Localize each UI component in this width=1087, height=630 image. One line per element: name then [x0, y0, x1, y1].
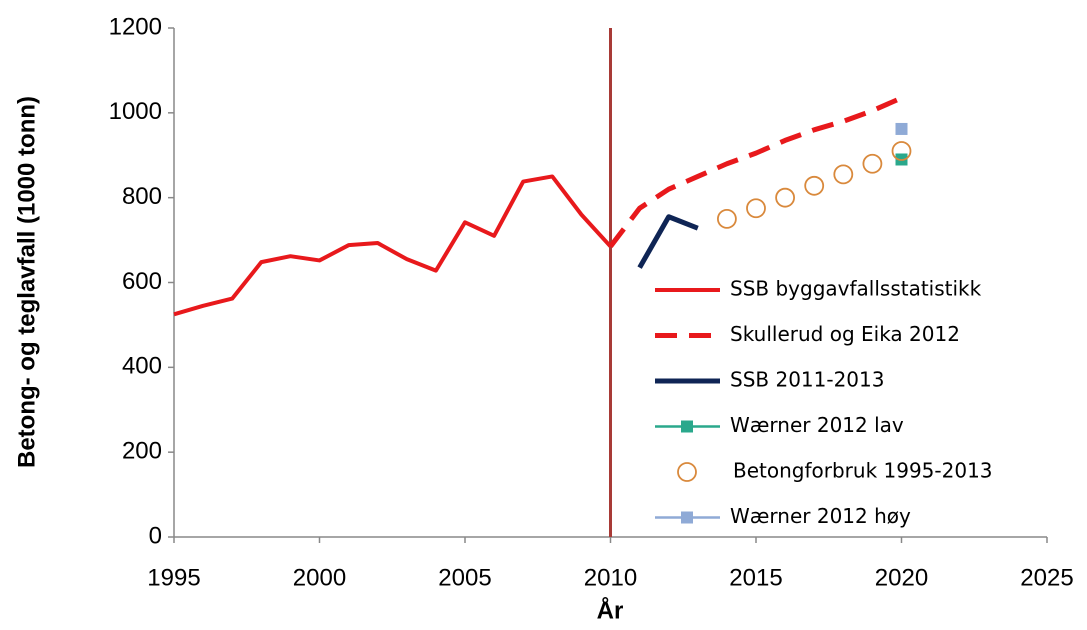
- legend-label: Wærner 2012 høy: [730, 504, 911, 528]
- x-tick-label: 2015: [729, 564, 782, 591]
- y-tick-label: 200: [122, 438, 162, 465]
- legend-label: Wærner 2012 lav: [730, 413, 904, 437]
- series-line: [608, 95, 903, 248]
- x-tick-label: 2010: [584, 564, 637, 591]
- point: [891, 141, 912, 161]
- point: [775, 187, 795, 208]
- x-tick-label: 2020: [875, 564, 928, 591]
- legend-label: Betongforbruk 1995-2013: [733, 459, 993, 483]
- x-tick-label: 2005: [438, 564, 491, 591]
- x-tick-label: 1995: [147, 564, 200, 591]
- legend-marker: [681, 511, 693, 524]
- x-tick-label: 2025: [1020, 564, 1073, 591]
- y-tick-label: 800: [122, 183, 162, 210]
- point: [746, 198, 766, 219]
- y-tick-label: 1200: [109, 13, 162, 40]
- legend-label: Skullerud og Eika 2012: [730, 322, 960, 346]
- point: [895, 122, 908, 135]
- x-axis-title: År: [597, 596, 624, 624]
- y-tick-label: 600: [122, 268, 162, 295]
- legend-label: SSB 2011-2013: [730, 368, 884, 392]
- point: [862, 153, 883, 174]
- point: [804, 175, 825, 196]
- y-axis-title: Betong- og teglavfall (1000 tonn): [13, 96, 40, 468]
- y-tick-label: 0: [149, 522, 162, 549]
- point: [833, 164, 854, 185]
- y-tick-label: 400: [122, 353, 162, 380]
- legend-marker: [677, 462, 697, 482]
- series-line: [637, 214, 699, 269]
- series-line: [173, 174, 612, 317]
- y-tick-label: 1000: [109, 98, 162, 125]
- legend-label: SSB byggavfallsstatistikk: [730, 277, 982, 301]
- point: [717, 208, 737, 229]
- x-tick-label: 2000: [293, 564, 346, 591]
- legend-marker: [681, 420, 693, 433]
